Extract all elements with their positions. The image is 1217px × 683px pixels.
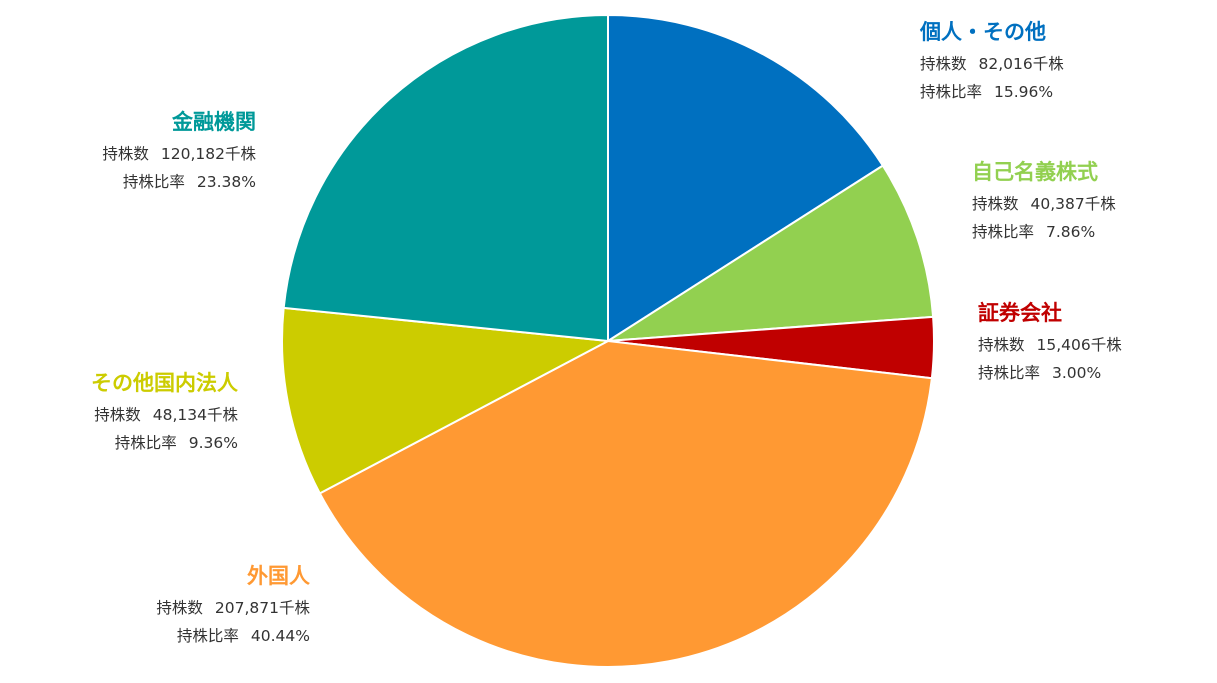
pie-slice-individuals — [607, 14, 884, 342]
shares-row-other-domestic: 持株数 48,134千株 — [91, 406, 238, 424]
ratio-value-individuals: 15.96% — [994, 82, 1054, 101]
shares-value-individuals: 82,016千株 — [978, 55, 1064, 73]
shares-prefix: 持株数 — [94, 406, 141, 424]
pie-slice-treasury-stock — [607, 164, 935, 342]
shares-value-other-domestic: 48,134千株 — [152, 406, 238, 424]
ratio-prefix: 持株比率 — [122, 172, 185, 191]
shares-prefix: 持株数 — [156, 599, 203, 617]
label-foreign: 外国人 持株数 207,871千株 持株比率 40.44% — [156, 566, 310, 656]
ratio-value-other-domestic: 9.36% — [188, 433, 238, 452]
ratio-prefix: 持株比率 — [978, 363, 1041, 382]
ratio-value-securities: 3.00% — [1052, 363, 1102, 382]
shares-row-individuals: 持株数 82,016千株 — [920, 55, 1064, 73]
ratio-row-treasury-stock: 持株比率 7.86% — [972, 222, 1116, 241]
slice-name-treasury-stock: 自己名義株式 — [972, 160, 1098, 184]
shares-row-foreign: 持株数 207,871千株 — [156, 599, 310, 617]
shares-value-treasury-stock: 40,387千株 — [1030, 195, 1116, 213]
ratio-row-individuals: 持株比率 15.96% — [920, 82, 1064, 101]
shares-value-foreign: 207,871千株 — [214, 599, 310, 617]
label-financial-institutions: 金融機関 持株数 120,182千株 持株比率 23.38% — [102, 112, 256, 202]
ratio-prefix: 持株比率 — [176, 626, 239, 645]
ratio-row-financial-institutions: 持株比率 23.38% — [102, 172, 256, 191]
shares-prefix: 持株数 — [920, 55, 967, 73]
slice-name-financial-institutions: 金融機関 — [172, 110, 256, 134]
slice-name-foreign: 外国人 — [247, 564, 310, 588]
pie-slice-other-domestic — [281, 306, 609, 495]
ratio-value-foreign: 40.44% — [250, 626, 310, 645]
shares-prefix: 持株数 — [972, 195, 1019, 213]
ratio-row-foreign: 持株比率 40.44% — [156, 626, 310, 645]
shares-prefix: 持株数 — [102, 145, 149, 163]
slice-name-individuals: 個人・その他 — [920, 20, 1046, 44]
ratio-row-securities: 持株比率 3.00% — [978, 363, 1122, 382]
slice-name-securities: 証券会社 — [978, 301, 1062, 325]
label-other-domestic: その他国内法人 持株数 48,134千株 持株比率 9.36% — [91, 373, 238, 463]
shares-row-securities: 持株数 15,406千株 — [978, 336, 1122, 354]
ratio-prefix: 持株比率 — [114, 433, 177, 452]
shares-value-financial-institutions: 120,182千株 — [160, 145, 256, 163]
ratio-prefix: 持株比率 — [920, 82, 983, 101]
label-treasury-stock: 自己名義株式 持株数 40,387千株 持株比率 7.86% — [972, 162, 1116, 252]
slice-name-other-domestic: その他国内法人 — [91, 371, 238, 395]
label-individuals: 個人・その他 持株数 82,016千株 持株比率 15.96% — [920, 22, 1064, 112]
ratio-value-treasury-stock: 7.86% — [1046, 222, 1096, 241]
pie-slice-foreign — [318, 340, 933, 668]
shares-row-financial-institutions: 持株数 120,182千株 — [102, 145, 256, 163]
ratio-row-other-domestic: 持株比率 9.36% — [91, 433, 238, 452]
shares-value-securities: 15,406千株 — [1036, 336, 1122, 354]
shares-row-treasury-stock: 持株数 40,387千株 — [972, 195, 1116, 213]
pie-slice-financial-institutions — [282, 14, 609, 342]
label-securities: 証券会社 持株数 15,406千株 持株比率 3.00% — [978, 303, 1122, 393]
shares-prefix: 持株数 — [978, 336, 1025, 354]
ratio-value-financial-institutions: 23.38% — [196, 172, 256, 191]
ratio-prefix: 持株比率 — [972, 222, 1035, 241]
